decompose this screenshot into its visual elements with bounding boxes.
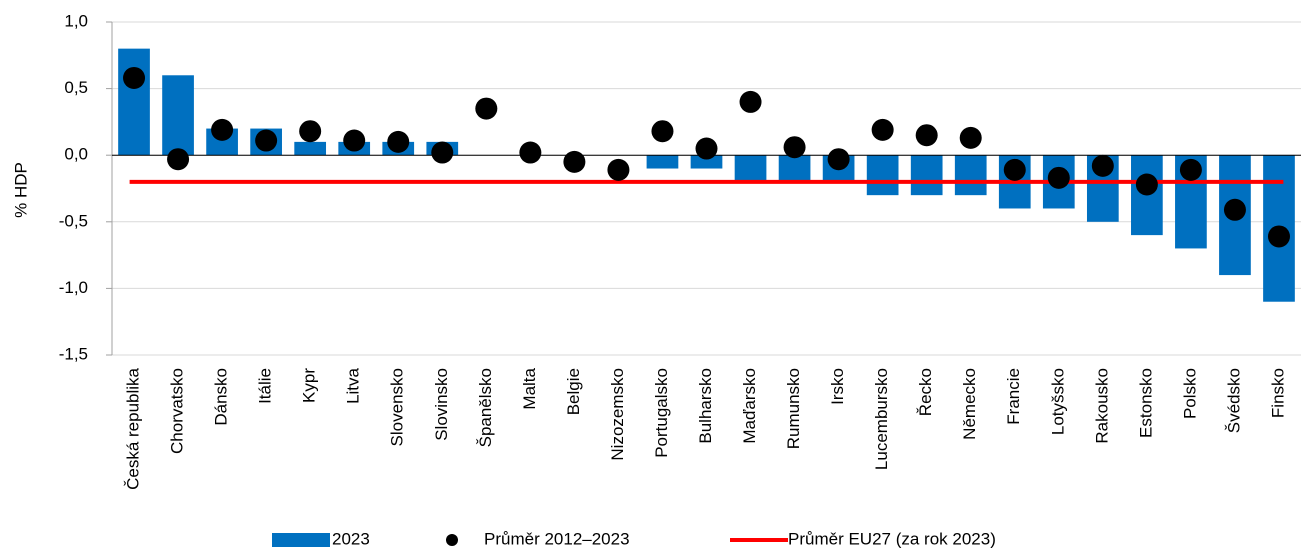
dot — [607, 158, 630, 181]
x-tick-label: Lotyšsko — [1048, 368, 1067, 435]
x-tick-label: Nizozemsko — [608, 368, 627, 461]
x-tick-label: Itálie — [256, 368, 275, 404]
legend-swatch — [446, 534, 458, 546]
dot — [783, 136, 806, 159]
dot — [915, 124, 938, 147]
legend-label: Průměr 2012–2023 — [484, 529, 630, 548]
x-tick-label: Irsko — [828, 368, 847, 405]
dot — [1179, 158, 1202, 181]
dot — [695, 137, 718, 160]
x-tick-label: Švédsko — [1224, 368, 1243, 433]
bar — [866, 155, 899, 196]
dot — [475, 97, 498, 120]
x-tick-label: Bulharsko — [696, 368, 715, 444]
x-tick-label: Španělsko — [476, 368, 495, 447]
y-tick-label: 0,0 — [64, 145, 88, 164]
bar — [778, 155, 811, 182]
x-tick-label: Rakousko — [1092, 368, 1111, 444]
legend-label: 2023 — [332, 529, 370, 548]
dot — [1223, 198, 1246, 221]
x-tick-label: Dánsko — [212, 368, 231, 426]
dot — [1091, 154, 1114, 177]
x-tick-label: Malta — [520, 367, 539, 409]
x-tick-label: Česká republika — [124, 367, 143, 489]
dot — [651, 120, 674, 143]
x-tick-label: Maďarsko — [740, 368, 759, 444]
x-tick-label: Slovensko — [388, 368, 407, 446]
dot — [563, 150, 586, 173]
x-tick-label: Portugalsko — [652, 368, 671, 458]
legend-swatch — [272, 533, 330, 547]
dot — [1135, 173, 1158, 196]
y-tick-label: 1,0 — [64, 11, 88, 30]
bar — [734, 155, 767, 182]
bar — [910, 155, 943, 196]
dot — [299, 120, 322, 143]
dot — [123, 66, 146, 89]
y-tick-label: -0,5 — [59, 211, 88, 230]
x-tick-label: Rumunsko — [784, 368, 803, 449]
dot — [343, 129, 366, 152]
x-tick-label: Řecko — [916, 368, 935, 416]
dot — [1267, 225, 1290, 248]
y-tick-label: 0,5 — [64, 78, 88, 97]
dot — [959, 126, 982, 149]
bar — [954, 155, 987, 196]
x-tick-label: Polsko — [1180, 368, 1199, 419]
y-tick-label: -1,0 — [59, 278, 88, 297]
dot — [739, 90, 762, 113]
dot — [431, 141, 454, 164]
dot — [255, 129, 278, 152]
x-tick-label: Lucembursko — [872, 368, 891, 470]
dot — [167, 148, 190, 171]
x-tick-label: Kypr — [300, 368, 319, 403]
y-tick-label: -1,5 — [59, 344, 88, 363]
x-tick-label: Belgie — [564, 368, 583, 415]
dot — [1003, 158, 1026, 181]
dot — [871, 118, 894, 141]
bar — [646, 155, 679, 169]
dot — [827, 148, 850, 171]
x-tick-label: Chorvatsko — [168, 368, 187, 454]
dot — [1047, 166, 1070, 189]
bar — [294, 141, 327, 156]
x-tick-label: Německo — [960, 368, 979, 440]
x-tick-label: Litva — [344, 367, 363, 403]
dot — [211, 118, 234, 141]
x-tick-label: Slovinsko — [432, 368, 451, 441]
bar — [162, 75, 194, 156]
y-axis-label: % HDP — [11, 162, 30, 218]
x-tick-label: Estonsko — [1136, 368, 1155, 438]
legend-label: Průměr EU27 (za rok 2023) — [788, 529, 996, 548]
dot — [387, 130, 410, 153]
x-tick-label: Francie — [1004, 368, 1023, 425]
bar — [118, 48, 150, 156]
bar — [690, 155, 723, 169]
dot — [519, 141, 542, 164]
x-tick-label: Finsko — [1268, 368, 1287, 418]
